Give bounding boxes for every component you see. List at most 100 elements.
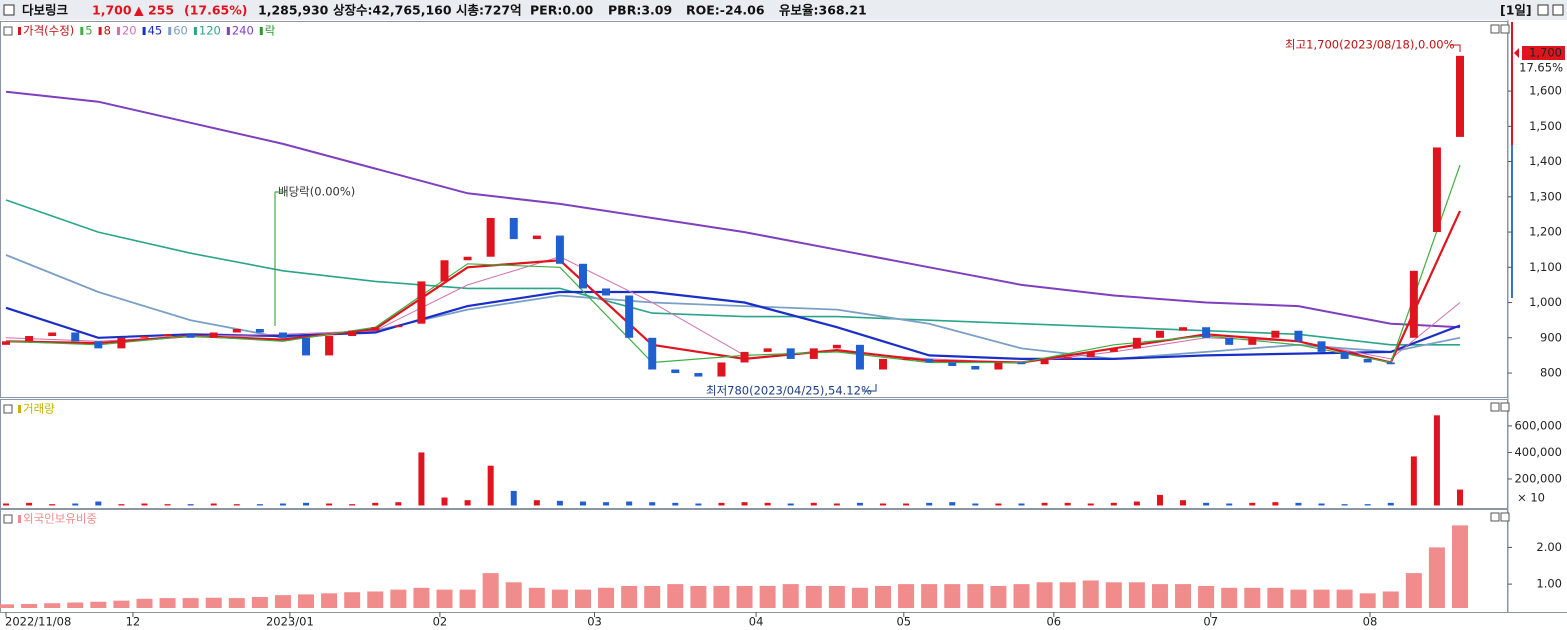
bar [159, 598, 176, 608]
y-tick-label: 1,300 [1529, 189, 1562, 203]
bar [972, 503, 979, 506]
ma-line [5, 90, 1461, 329]
bar [626, 501, 633, 506]
candle [71, 332, 80, 342]
bar [441, 497, 448, 506]
y-tick-label: 1,500 [1529, 119, 1562, 133]
bar [1272, 502, 1279, 506]
price-tag: 1,700 [1529, 46, 1562, 60]
bar [782, 584, 799, 608]
bar [228, 598, 245, 608]
y-tick-label: 1,600 [1529, 84, 1562, 98]
bar [718, 502, 725, 506]
candle [1248, 337, 1257, 345]
candle [117, 337, 126, 349]
candle [2, 341, 10, 345]
x-tick-label: 04 [749, 615, 764, 629]
bar [672, 502, 679, 506]
candle [1409, 270, 1418, 338]
x-tick-label: 02 [433, 615, 448, 629]
legend-label: 120 [199, 24, 221, 38]
bar [1244, 587, 1261, 608]
candle [417, 281, 426, 324]
bar [1249, 502, 1256, 506]
bar [21, 603, 38, 608]
candle [186, 334, 195, 338]
bar [251, 596, 268, 608]
candle [278, 332, 287, 338]
bar [464, 500, 471, 506]
panel-minimize[interactable] [1490, 512, 1500, 522]
candle [740, 351, 749, 363]
header-bar [0, 0, 1567, 20]
candle [302, 337, 311, 356]
bar [1013, 584, 1030, 608]
candle [25, 336, 34, 342]
candle [717, 362, 726, 377]
bar [274, 595, 291, 608]
annotation: 배당락(0.00%) [278, 185, 355, 199]
bar [1110, 502, 1117, 506]
close-button[interactable] [1552, 4, 1564, 16]
legend-label: 5 [85, 24, 92, 38]
max-button[interactable] [1537, 4, 1549, 16]
legend-label: 외국인보유비중 [23, 512, 97, 526]
bar [118, 504, 125, 506]
bar [510, 490, 517, 506]
legend-swatch [80, 27, 84, 35]
panel-maximize[interactable] [1500, 402, 1510, 412]
bar [1382, 591, 1399, 608]
annotation-arrow [862, 384, 877, 392]
panel-maximize[interactable] [1500, 512, 1510, 522]
candle [1432, 147, 1441, 233]
candle [325, 336, 334, 356]
bar [367, 591, 384, 608]
bar [1105, 582, 1122, 608]
panel-minimize[interactable] [1490, 24, 1500, 34]
checkbox[interactable] [3, 4, 15, 16]
candle [1294, 330, 1303, 342]
price-tag-pointer [1514, 48, 1519, 58]
bar [1133, 501, 1140, 506]
bar [1295, 502, 1302, 506]
bar [279, 503, 286, 506]
bar [833, 503, 840, 506]
bar [482, 573, 499, 608]
bar [1156, 494, 1163, 506]
bar [372, 502, 379, 506]
annotation-arrow [1450, 44, 1461, 52]
legend-label: 60 [173, 24, 188, 38]
y-tick-label: 900 [1540, 330, 1562, 344]
bar [113, 600, 130, 608]
candle [948, 362, 957, 366]
bar [1318, 503, 1325, 506]
candle [971, 365, 980, 370]
bar [764, 502, 771, 506]
bar [621, 585, 638, 608]
bar [44, 603, 61, 608]
legend-label: 20 [122, 24, 137, 38]
legend-swatch [259, 27, 263, 35]
legend-swatch [18, 405, 21, 413]
y-tick-label: 2.00 [1536, 540, 1562, 554]
legend-label: 8 [104, 24, 111, 38]
bar [90, 601, 107, 608]
per: PER:0.00 [530, 3, 593, 18]
panel-minimize[interactable] [1490, 402, 1500, 412]
bar [949, 502, 956, 506]
change-pct: (17.65%) [184, 3, 248, 18]
candle [1155, 330, 1164, 338]
bar [49, 504, 56, 506]
bar [851, 587, 868, 608]
bar [487, 465, 494, 506]
bar [1364, 504, 1371, 506]
bar [579, 501, 586, 506]
bar [903, 503, 910, 506]
candle [486, 217, 495, 257]
candle [578, 263, 587, 289]
x-tick-label: 07 [1203, 615, 1218, 629]
period[interactable]: [1일] [1500, 3, 1532, 18]
bar [136, 598, 153, 608]
bar [413, 587, 430, 608]
panel-maximize[interactable] [1500, 24, 1510, 34]
